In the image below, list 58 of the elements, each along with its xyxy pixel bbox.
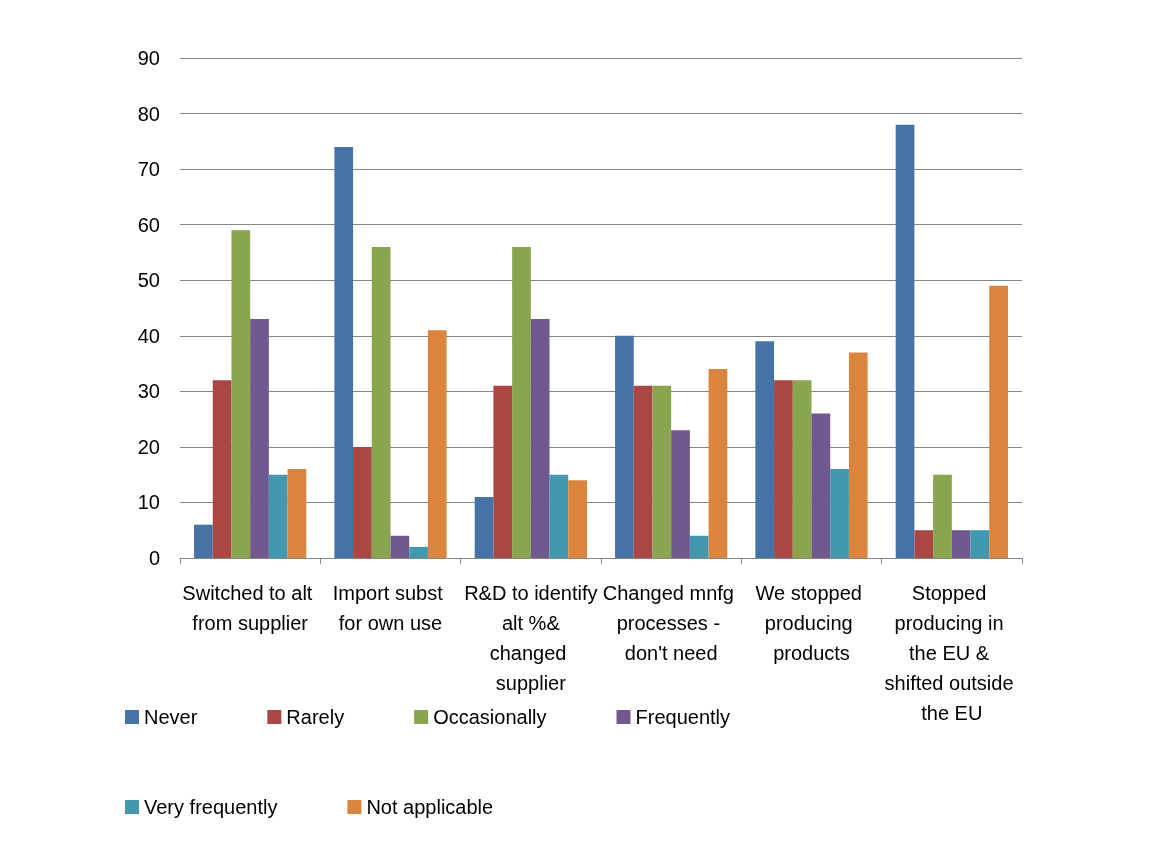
bar (493, 385, 513, 558)
legend-label: Rarely (286, 706, 345, 728)
bar (811, 413, 831, 558)
bar (652, 385, 672, 558)
y-tick-label: 0 (148, 547, 160, 569)
bar (194, 524, 213, 558)
bar (287, 469, 307, 558)
bar (231, 230, 251, 558)
bar (689, 535, 709, 558)
y-tick-label: 20 (137, 435, 160, 458)
x-tick-label: Import subst for own use (332, 582, 449, 634)
bar (427, 330, 447, 558)
bar (774, 380, 793, 558)
bar (633, 385, 653, 558)
bar (530, 319, 550, 558)
y-tick-label: 30 (137, 380, 160, 403)
bar (371, 246, 391, 558)
bar (989, 285, 1008, 558)
bar (568, 480, 587, 558)
bar (390, 535, 410, 558)
bar (848, 352, 868, 558)
y-tick-label: 70 (137, 158, 160, 181)
y-tick-label: 80 (137, 102, 160, 125)
legend-label: Never (144, 706, 198, 728)
x-tick-label: Changed mnfg processes - don't need (602, 582, 740, 664)
bar (830, 469, 849, 558)
bar (474, 496, 494, 558)
y-tick-label: 50 (137, 269, 160, 292)
x-tick-label: R&D to identify alt %& changed supplier (464, 582, 598, 694)
bar (212, 380, 232, 558)
bar (895, 124, 915, 558)
bar (409, 546, 428, 558)
bar (353, 446, 372, 558)
x-tick-label: We stopped producing products (755, 582, 868, 664)
bar (951, 530, 971, 558)
y-tick-label: 90 (137, 47, 160, 69)
x-tick-label: Stopped producing in the EU & shifted outside the EU (884, 582, 1020, 724)
bar (512, 246, 531, 558)
bar (970, 530, 990, 558)
legend-label: Frequently (635, 706, 731, 728)
bar (708, 369, 728, 558)
bar (250, 319, 269, 558)
bar (914, 530, 934, 558)
bar (334, 146, 354, 558)
legend-label: Very frequently (144, 796, 278, 818)
y-tick-label: 60 (137, 213, 160, 236)
legend-label: Occasionally (433, 706, 547, 728)
bar (549, 474, 569, 558)
bar (268, 474, 288, 558)
bar (615, 335, 634, 558)
x-tick-label: Switched to alt from supplier (182, 582, 318, 634)
bar (671, 430, 690, 558)
y-tick-label: 40 (137, 324, 160, 347)
bar (792, 380, 812, 558)
legend-label: Not applicable (366, 796, 494, 818)
bar (755, 341, 775, 558)
bar (933, 474, 952, 558)
y-tick-label: 10 (137, 491, 160, 514)
